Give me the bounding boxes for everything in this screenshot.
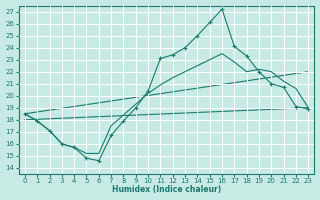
X-axis label: Humidex (Indice chaleur): Humidex (Indice chaleur) [112, 185, 221, 194]
